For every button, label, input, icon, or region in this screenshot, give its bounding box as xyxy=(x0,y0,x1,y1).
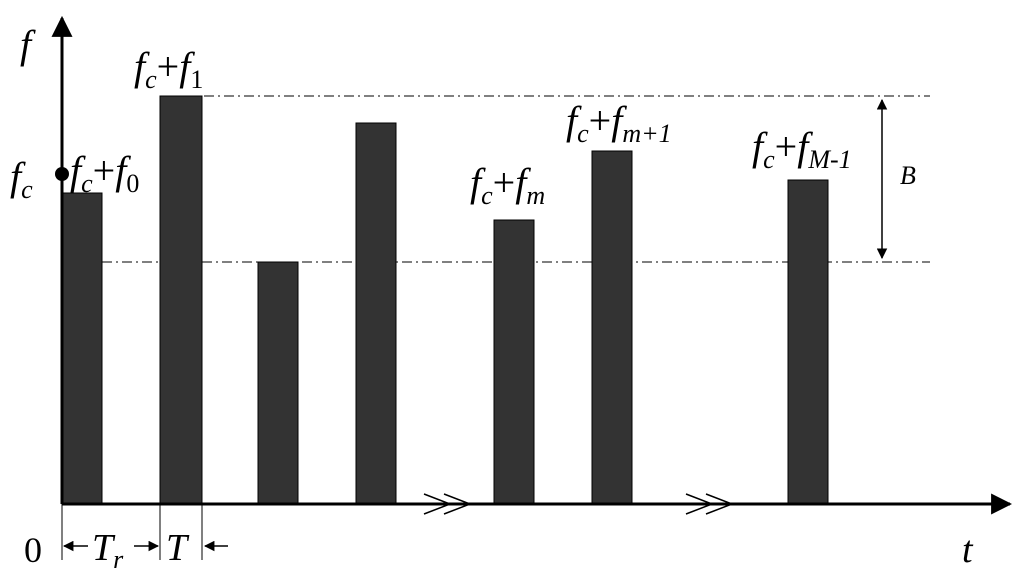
bar-label-0: fc+f0 xyxy=(70,148,139,198)
origin-label: 0 xyxy=(24,530,42,570)
hop-bar-3 xyxy=(355,122,397,505)
tr-label: Tr xyxy=(92,527,124,574)
hop-bar-2 xyxy=(257,261,299,505)
bar-label-m: fc+fm xyxy=(470,160,545,210)
hop-bar-5 xyxy=(591,150,633,505)
y-axis-label: f xyxy=(20,22,36,67)
bar-label-M-minus-1: fc+fM-1 xyxy=(752,124,852,174)
carrier-label: fc xyxy=(10,154,33,204)
axis-break-1 xyxy=(423,493,473,515)
bar-label-m-plus-1: fc+fm+1 xyxy=(566,98,672,148)
t-label: T xyxy=(166,527,190,569)
bandwidth-label: B xyxy=(900,161,916,190)
bar-label-1: fc+f1 xyxy=(134,44,203,94)
axis-break-2 xyxy=(685,493,735,515)
hop-bar-4 xyxy=(493,219,535,505)
carrier-dot xyxy=(55,167,69,181)
hop-bar-6 xyxy=(787,179,829,505)
hop-bar-1 xyxy=(159,95,203,505)
x-axis-label: t xyxy=(962,529,974,571)
hop-bar-0 xyxy=(61,192,103,505)
